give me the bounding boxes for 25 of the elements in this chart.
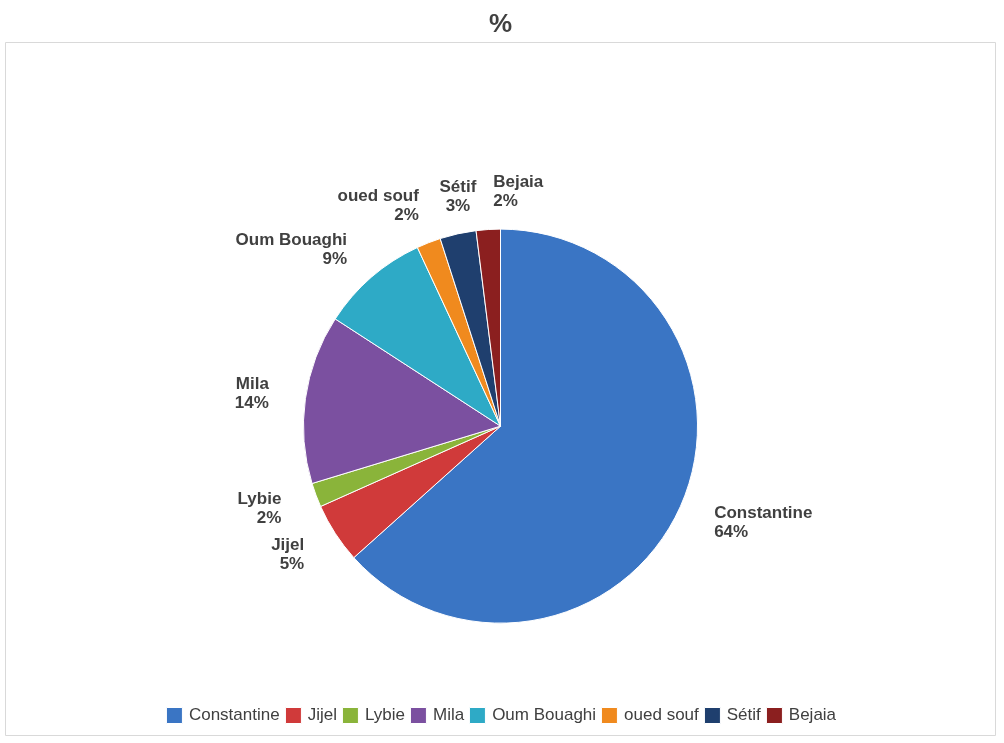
slice-label: Oum Bouaghi: [235, 229, 348, 249]
data-label: 3%: [445, 195, 471, 215]
slice-label: Lybie: [237, 489, 282, 509]
legend-label: Oum Bouaghi: [492, 705, 597, 725]
slice-label: Bejaia: [493, 172, 544, 192]
data-label: 2%: [394, 204, 419, 224]
data-label: 64%: [714, 521, 749, 541]
slice-label: Constantine: [714, 502, 813, 522]
legend-label: Sétif: [726, 705, 761, 725]
slice-label: oued souf: [337, 185, 420, 205]
data-label: 2%: [493, 191, 518, 211]
legend-label: Mila: [432, 705, 465, 725]
legend-label: Bejaia: [788, 705, 837, 725]
data-label: 9%: [322, 248, 348, 268]
legend-label: Constantine: [188, 705, 280, 725]
slice-label: Sétif: [439, 176, 477, 196]
slice-label: Mila: [235, 374, 270, 394]
legend-label: oued souf: [624, 705, 699, 725]
slice-label: Jijel: [271, 535, 305, 555]
legend-label: Jijel: [307, 705, 337, 725]
data-label: 2%: [256, 508, 282, 528]
legend-label: Lybie: [364, 705, 405, 725]
data-label: 14%: [234, 393, 269, 413]
data-label: 5%: [279, 554, 305, 574]
chart-title: %: [488, 7, 513, 38]
